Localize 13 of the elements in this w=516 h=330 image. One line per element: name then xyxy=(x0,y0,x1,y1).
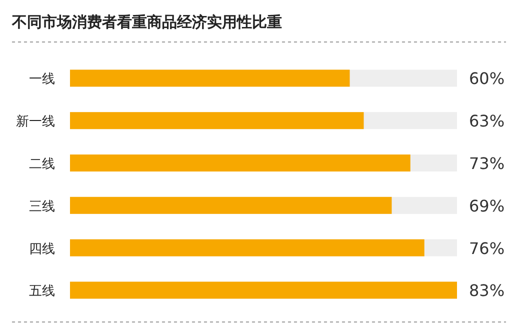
data-label: 76% xyxy=(469,238,505,258)
data-label: 60% xyxy=(469,69,505,88)
data-label: 69% xyxy=(469,196,505,216)
y-tick-label: 四线 xyxy=(29,242,55,257)
y-tick-label: 五线 xyxy=(29,284,55,300)
chart-title: 不同市场消费者看重商品经济实用性比重 xyxy=(11,13,282,31)
y-tick-label: 二线 xyxy=(29,157,55,172)
data-label: 63% xyxy=(469,112,505,131)
y-tick-label: 一线 xyxy=(29,72,55,88)
data-label: 83% xyxy=(469,281,505,300)
y-tick-label: 三线 xyxy=(29,199,55,214)
data-label: 73% xyxy=(469,154,505,173)
y-tick-label: 新一线 xyxy=(16,114,55,130)
